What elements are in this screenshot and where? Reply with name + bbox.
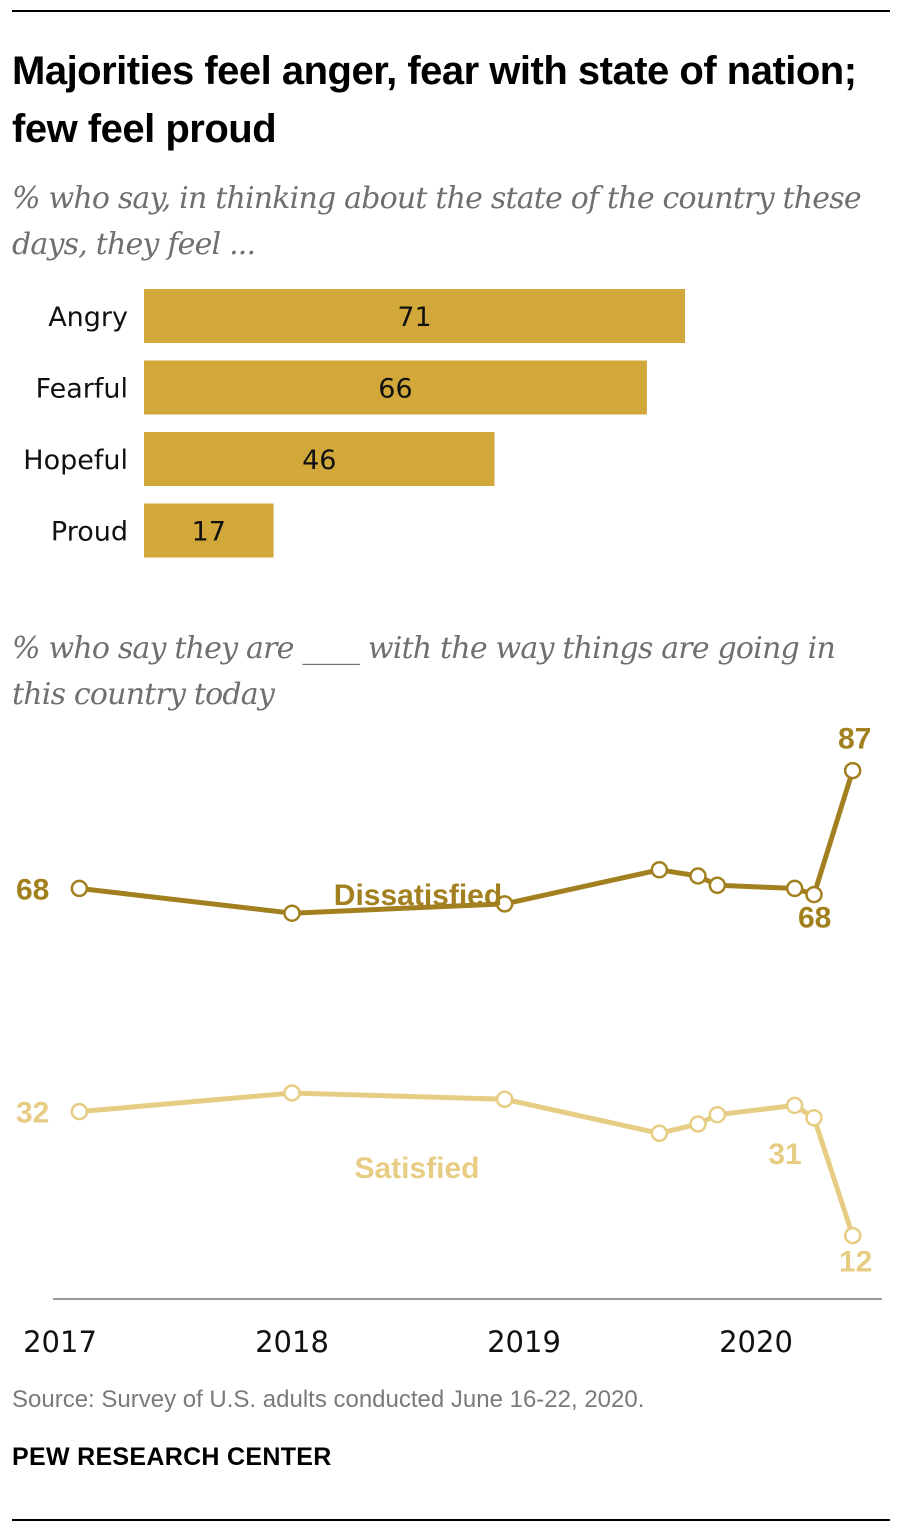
- source-note: Source: Survey of U.S. adults conducted …: [12, 1386, 645, 1413]
- point-value-label: 31: [768, 1138, 801, 1171]
- x-tick-label: 2017: [23, 1325, 97, 1359]
- data-point: [283, 1084, 301, 1102]
- data-point: [689, 1115, 707, 1133]
- point-value-label: 68: [798, 901, 831, 934]
- x-tick-label: 2019: [487, 1325, 561, 1359]
- x-tick-label: 2020: [719, 1325, 793, 1359]
- data-point: [843, 1226, 862, 1245]
- data-point: [70, 879, 89, 898]
- top-rule: [12, 10, 890, 12]
- bar-value-label: 66: [378, 374, 412, 405]
- bar-value-label: 71: [397, 302, 431, 333]
- data-point: [805, 1109, 823, 1127]
- bar-chart-subtitle: % who say, in thinking about the state o…: [12, 181, 862, 262]
- data-point: [785, 879, 804, 898]
- bottom-rule: [12, 1519, 890, 1521]
- data-point: [283, 904, 301, 922]
- bar: [144, 360, 647, 415]
- bar-category-label: Hopeful: [23, 445, 128, 476]
- chart-title: Majorities feel anger, fear with state o…: [12, 49, 857, 151]
- bar: [144, 289, 686, 343]
- series-name-label: Satisfied: [354, 1152, 479, 1185]
- bar-chart: Angry 71 Fearful 66 Hopeful 46 Proud 17: [23, 289, 686, 558]
- data-point: [650, 861, 669, 879]
- data-point: [708, 1105, 727, 1124]
- data-point: [495, 895, 514, 913]
- line-chart: 2017 2018 2019 2020 68 68 87 32 31 12 Dissatisfied…: [16, 723, 882, 1359]
- bar: [144, 503, 274, 558]
- point-value-label: 68: [16, 873, 49, 906]
- bar: [144, 432, 495, 486]
- line-chart-subtitle: % who say they are ____ with the way thi…: [12, 631, 836, 712]
- data-point: [689, 867, 707, 885]
- series-name-label: Dissatisfied: [334, 879, 502, 912]
- bar-value-label: 46: [302, 445, 336, 476]
- brand-logo-text: PEW RESEARCH CENTER: [12, 1443, 332, 1471]
- point-value-label: 87: [838, 723, 871, 756]
- bar-category-label: Angry: [48, 302, 128, 333]
- data-point: [785, 1096, 804, 1115]
- data-point: [495, 1090, 514, 1108]
- bar-value-label: 17: [192, 517, 226, 548]
- x-tick-label: 2018: [255, 1325, 329, 1359]
- point-value-label: 32: [16, 1097, 49, 1130]
- data-point: [708, 876, 727, 895]
- bar-category-label: Fearful: [36, 374, 128, 405]
- bar-category-label: Proud: [51, 517, 128, 548]
- point-value-label: 12: [839, 1246, 872, 1279]
- data-point: [843, 761, 862, 780]
- data-point: [650, 1124, 669, 1143]
- data-point: [805, 885, 823, 904]
- data-point: [70, 1102, 89, 1121]
